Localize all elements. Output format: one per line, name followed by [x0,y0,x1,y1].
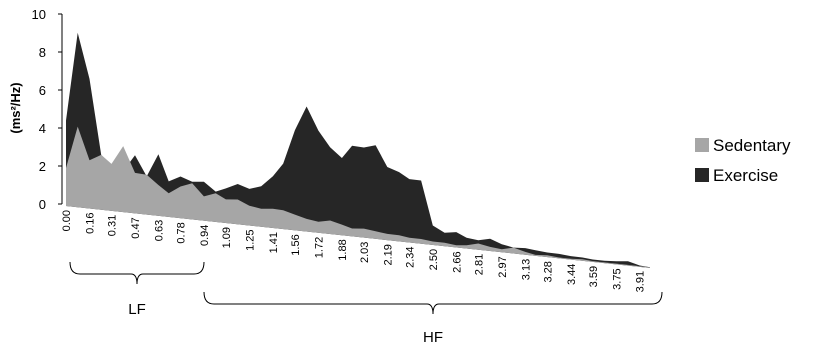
x-tick-label: 0.78 [176,222,188,243]
y-tick-label: 6 [39,83,46,98]
y-tick-label: 4 [39,121,46,136]
plot-area [66,32,650,268]
legend-label-sedentary: Sedentary [713,136,791,155]
x-tick-label: 2.19 [382,244,394,265]
x-tick-label: 1.88 [337,239,349,260]
x-tick-label: 3.28 [542,261,554,282]
y-tick-label: 8 [39,45,46,60]
y-tick-label: 10 [32,7,46,22]
x-tick-label: 1.41 [268,232,280,253]
band-label-lf: LF [128,301,146,318]
x-tick-label: 2.97 [497,256,509,277]
legend-swatch-exercise [695,168,709,182]
x-tick-label: 0.16 [85,213,97,234]
x-tick-label: 3.44 [566,264,578,285]
x-tick-label: 0.63 [153,220,165,241]
band-brace-lf [69,261,205,285]
x-tick-label: 2.81 [473,254,485,275]
frequency-bands: LF HF [69,261,663,346]
x-tick-label: 2.03 [359,242,371,263]
y-axis: 0 2 4 6 8 10 [32,7,63,212]
x-tick-label: 2.66 [451,251,463,272]
y-tick-label: 2 [39,159,46,174]
band-label-hf: HF [423,329,443,346]
legend: Sedentary Exercise [695,136,791,185]
x-tick-label: 3.59 [588,266,600,287]
band-brace-hf [203,291,663,315]
x-tick-label: 2.50 [428,249,440,270]
x-tick-label: 0.47 [130,217,142,238]
x-tick-label: 0.94 [199,225,211,246]
x-tick-label: 0.00 [61,210,73,231]
x-tick-label: 1.25 [244,230,256,251]
series-area-sedentary [66,126,650,268]
x-tick-label: 0.31 [107,215,119,236]
legend-swatch-sedentary [695,138,709,152]
x-tick-label: 2.34 [404,247,416,268]
x-tick-label: 3.75 [611,268,623,289]
x-axis-ticks: 0.00 0.16 0.31 0.47 0.63 0.78 0.94 1.09 1.25 1.41… [61,210,647,292]
x-tick-label: 1.09 [221,227,233,248]
x-tick-label: 1.72 [313,237,325,258]
legend-label-exercise: Exercise [713,166,778,185]
y-tick-label: 0 [39,197,46,212]
x-tick-label: 3.91 [635,271,647,292]
x-tick-label: 1.56 [290,234,302,255]
x-tick-label: 3.13 [520,259,532,280]
y-axis-title: (ms²/Hz) [8,82,23,133]
